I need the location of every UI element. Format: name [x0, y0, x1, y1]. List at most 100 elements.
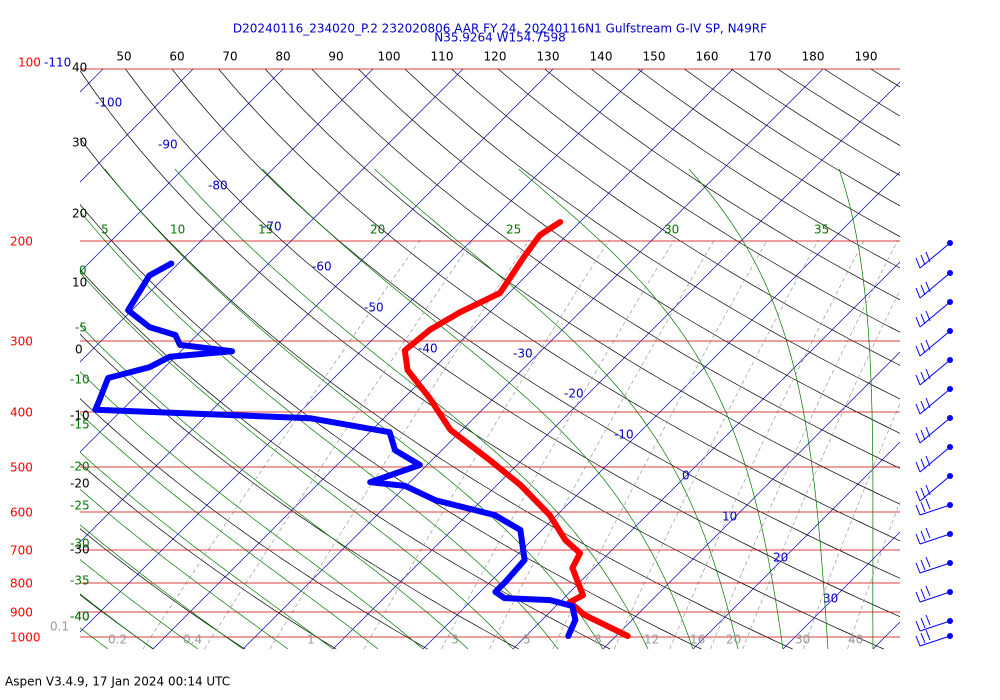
- moist-adiabat: [838, 168, 874, 649]
- barb-feather: [915, 374, 921, 386]
- moist-adiabat: [80, 451, 334, 650]
- mixing-ratio-label: 1: [307, 633, 315, 647]
- barb-feather: [925, 426, 931, 438]
- dry-adiabat-label: -30: [70, 543, 90, 557]
- moist-adiabat-label: -15: [70, 418, 90, 432]
- pressure-label: 900: [10, 606, 33, 620]
- moist-adiabat-label: -25: [70, 499, 90, 513]
- barb-feather: [920, 284, 926, 296]
- mixing-ratio-label: 20: [726, 633, 741, 647]
- isotherm: [332, 81, 900, 650]
- barb-feather: [915, 345, 921, 357]
- moist-adiabat: [518, 168, 784, 650]
- pressure-label: 100: [18, 56, 41, 70]
- dry-adiabat: [357, 69, 900, 434]
- barb-staff: [919, 635, 951, 647]
- mixing-ratio-line: [441, 239, 675, 650]
- dry-adiabat: [637, 69, 900, 238]
- dry-adiabat-label: 40: [72, 61, 87, 75]
- dry-adiabat: [80, 137, 793, 650]
- isotherm: [80, 69, 554, 543]
- moist-adiabat: [80, 272, 514, 650]
- barb-feather: [915, 316, 921, 328]
- isotherm-label: -50: [364, 301, 384, 315]
- temperature-trace: [401, 219, 631, 639]
- mixing-ratio-label: 30: [795, 633, 810, 647]
- mixing-ratio-line: [363, 239, 610, 650]
- moist-adiabat-label: 30: [664, 223, 679, 237]
- mixing-ratio-line: [552, 239, 768, 650]
- isotherm: [80, 69, 464, 453]
- dry-adiabat: [80, 398, 428, 650]
- barb-feather: [925, 629, 931, 641]
- barb-feather: [915, 403, 921, 415]
- moist-adiabat-label: -35: [70, 574, 90, 588]
- mixing-ratio-line: [803, 402, 900, 650]
- barb-feather: [920, 501, 926, 513]
- barb-feather: [920, 632, 926, 644]
- pressure-label: 800: [10, 577, 33, 591]
- barb-feather: [915, 620, 921, 632]
- dry-adiabat-label: 30: [72, 136, 87, 150]
- barb-feather: [925, 498, 931, 510]
- barb-staff: [919, 562, 951, 574]
- dry-adiabat: [730, 69, 900, 176]
- mixing-ratio-line: [742, 289, 900, 650]
- moist-adiabat: [80, 371, 424, 650]
- moist-adiabat: [80, 210, 559, 650]
- barb-feather: [925, 281, 931, 293]
- barb-feather: [920, 400, 926, 412]
- dry-adiabat: [80, 594, 154, 650]
- isotherm-label: -90: [158, 138, 178, 152]
- barb-feather: [925, 455, 931, 467]
- isotherm: [242, 69, 824, 650]
- barb-feather: [925, 556, 931, 568]
- isotherm-label: -80: [208, 179, 228, 193]
- barb-staff: [919, 591, 951, 603]
- barb-feather: [925, 339, 931, 351]
- isotherm-label: 0: [682, 469, 690, 483]
- mixing-ratio-label: 12: [644, 633, 659, 647]
- traces: [92, 219, 631, 639]
- barb-staff: [919, 504, 951, 516]
- moist-adiabat: [80, 524, 244, 650]
- mixing-ratio-label: 0.4: [183, 633, 202, 647]
- moist-adiabat: [80, 593, 154, 650]
- mixing-ratio-line: [204, 239, 474, 650]
- isotherm: [512, 261, 900, 650]
- mixing-ratio-label: 3: [451, 633, 459, 647]
- top-label: 110: [431, 50, 454, 64]
- barb-feather: [915, 635, 921, 647]
- isotherm-label: -20: [564, 387, 584, 401]
- dry-adiabat: [876, 43, 1000, 649]
- dry-adiabat: [80, 70, 884, 650]
- barb-feather: [920, 429, 926, 441]
- barb-feather: [915, 591, 921, 603]
- dry-adiabat: [497, 69, 900, 333]
- isotherm-label: -70: [262, 220, 282, 234]
- footer: Aspen V3.4.9, 17 Jan 2024 00:14 UTC: [5, 675, 230, 689]
- barb-staff: [919, 620, 951, 632]
- dry-adiabat: [80, 203, 702, 650]
- isotherm: [80, 69, 374, 363]
- moist-adiabat-label: 15: [258, 223, 273, 237]
- top-label: 160: [696, 50, 719, 64]
- isotherm-label: -110: [44, 56, 71, 70]
- barb-feather: [920, 487, 926, 499]
- top-label: 130: [537, 50, 560, 64]
- moist-adiabat-label: -10: [70, 373, 90, 387]
- pressure-label: 200: [10, 235, 33, 249]
- barb-feather: [915, 257, 921, 269]
- moist-adiabat-label: 20: [370, 223, 385, 237]
- isotherm: [422, 171, 900, 650]
- moist-adiabat: [80, 412, 379, 650]
- dry-adiabat-label: -40: [70, 610, 90, 624]
- moist-adiabat-label: -40: [70, 610, 90, 624]
- pressure-label: 600: [10, 506, 33, 520]
- mixing-ratio-label: 0.1: [50, 620, 69, 634]
- wind-barbs: [915, 240, 953, 647]
- top-label: 100: [378, 50, 401, 64]
- mixing-ratio-label: 40: [848, 633, 863, 647]
